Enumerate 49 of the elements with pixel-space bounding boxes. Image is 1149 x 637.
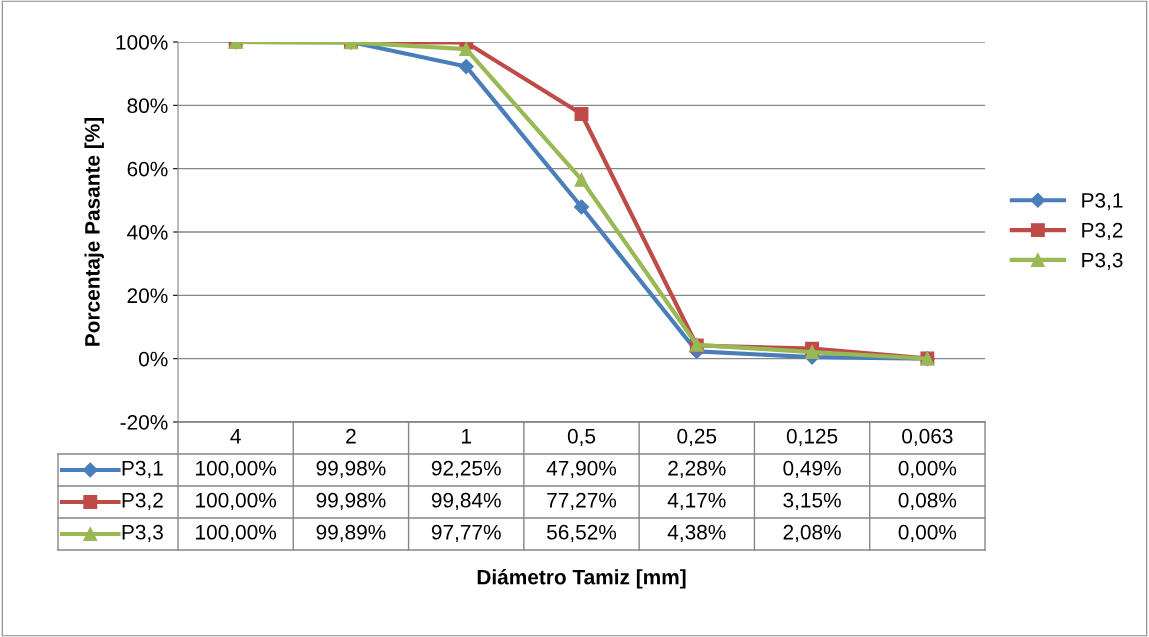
legend-label: P3,2 (122, 492, 163, 511)
data-label: 0,00% (898, 524, 957, 543)
data-label: 0,49% (783, 460, 841, 479)
x-tick-label: 4 (230, 429, 241, 444)
x-tick-label: 1 (462, 429, 471, 444)
data-label: 100,00% (196, 492, 277, 511)
data-label: 56,52% (547, 524, 617, 543)
point (458, 58, 474, 75)
y-tick-label: 0% (138, 351, 168, 367)
data-label: 4,38% (667, 524, 726, 543)
data-label: 99,89% (316, 524, 386, 543)
y-tick-label: 80% (127, 98, 168, 114)
data-label: 92,25% (431, 460, 501, 479)
x-tick-label: 0,25 (677, 428, 717, 447)
text: P3,1 (1082, 193, 1123, 211)
data-label: 3,15% (783, 492, 841, 511)
point (459, 42, 474, 57)
x-tick-label: 2 (346, 428, 356, 444)
data-label: 0,00% (898, 460, 957, 479)
y-tick-label: 100% (116, 35, 168, 50)
point (574, 172, 589, 187)
y-tick-label: 20% (127, 288, 168, 304)
data-label: 47,90% (546, 460, 617, 479)
point (573, 199, 590, 215)
data-label: 97,77% (431, 524, 501, 543)
data-label: 99,98% (316, 492, 386, 511)
data-label: 0,08% (898, 492, 957, 511)
y-axis-title: Porcentaje Pasante [%] (84, 117, 104, 346)
data-label: 100,00% (196, 524, 277, 543)
data-label: 99,84% (431, 492, 501, 511)
data-label: 2,08% (783, 524, 841, 543)
data-label: 99,98% (316, 460, 386, 479)
text: P3,2 (1082, 222, 1123, 241)
y-tick-label: 40% (127, 225, 168, 240)
y-tick-label: 60% (127, 161, 168, 177)
x-tick-label: 0,5 (567, 428, 596, 447)
data-label: 2,28% (668, 460, 726, 479)
text: Diámetro Tamiz [mm] (477, 569, 686, 589)
data-label: 4,17% (667, 492, 726, 511)
x-tick-label: 0,125 (786, 428, 838, 447)
point (805, 345, 820, 360)
x-tick-label: 0,063 (902, 428, 953, 447)
data-label: 100,00% (196, 460, 277, 479)
legend-label: P3,3 (1082, 252, 1123, 270)
point (574, 107, 589, 121)
legend-label: P3,1 (122, 460, 163, 479)
data-label: 77,27% (547, 492, 617, 511)
y-tick-label: -20% (120, 415, 168, 430)
text: P3,3 (122, 524, 163, 543)
